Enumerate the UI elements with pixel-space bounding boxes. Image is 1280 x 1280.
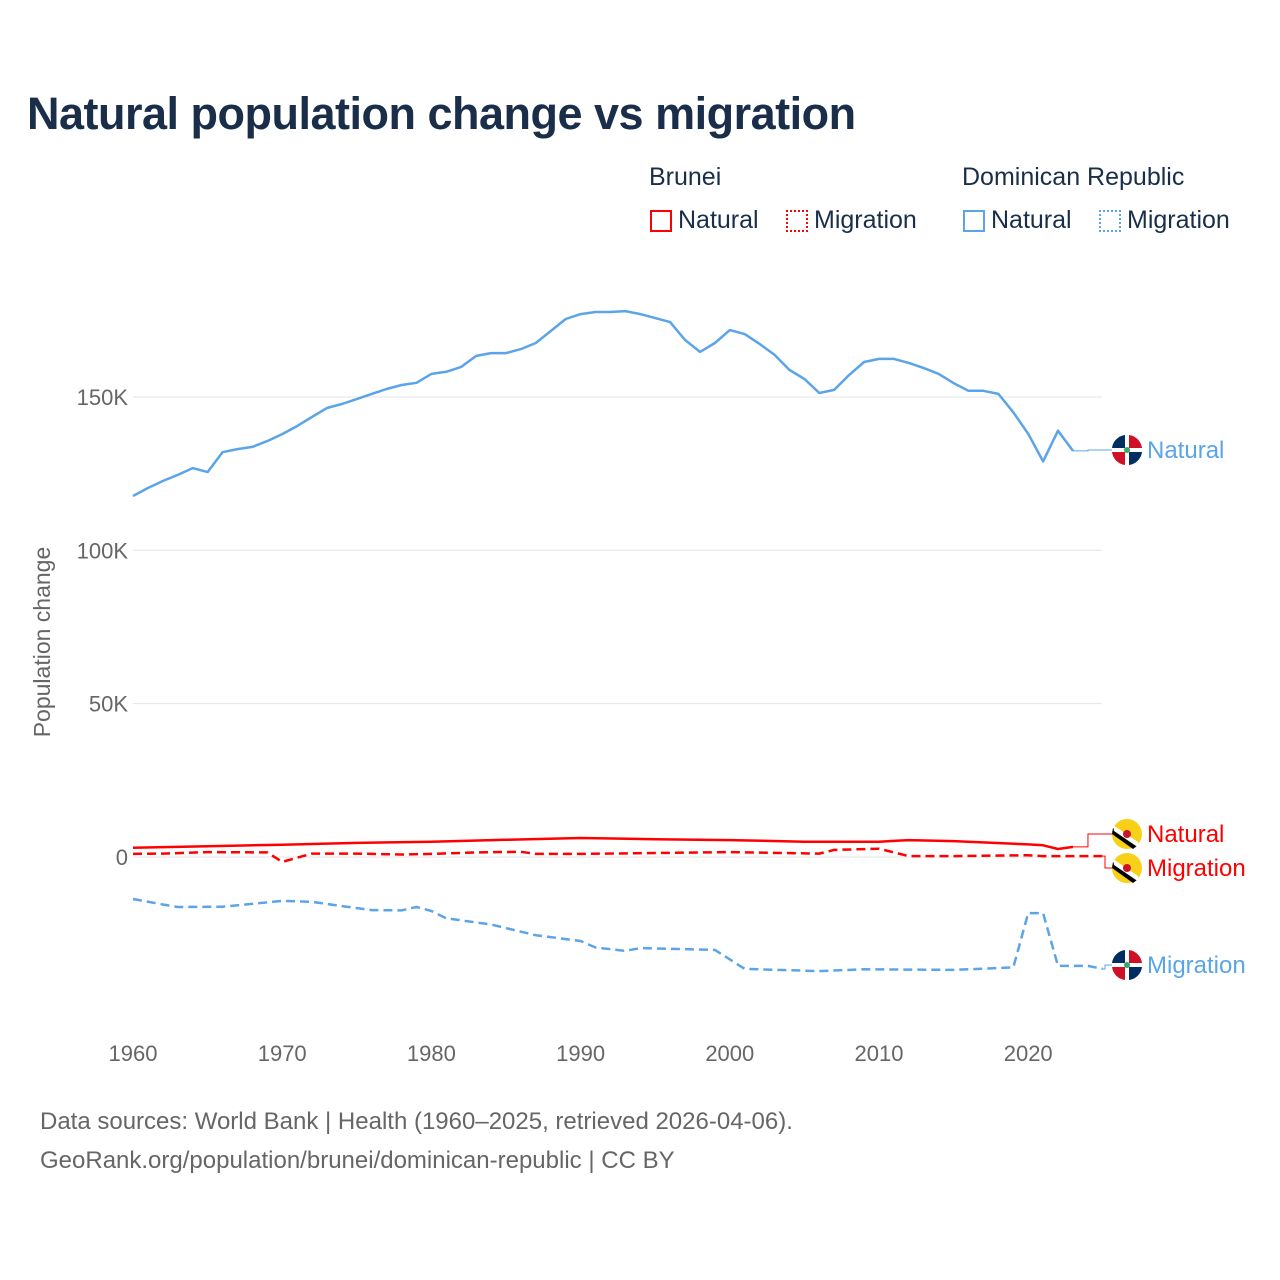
flag-quarter [1129, 452, 1142, 465]
y-tick-label: 50K [89, 692, 128, 717]
dominican-republic-flag-icon [1112, 950, 1142, 980]
legend-label: Migration [814, 206, 917, 234]
y-tick-label: 150K [77, 385, 129, 410]
series-end-label: Natural [1147, 821, 1224, 848]
x-tick-label: 1990 [556, 1041, 605, 1066]
series-line-brunei-migration [132, 847, 1103, 864]
flag-emblem [1123, 830, 1131, 838]
legend-swatch-solid [963, 209, 985, 232]
footer-sources: Data sources: World Bank | Health (1960–… [40, 1108, 793, 1135]
brunei-flag-icon [1112, 819, 1142, 849]
legend-label: Natural [678, 206, 759, 234]
flag-emblem [1124, 447, 1130, 453]
label-connector [1102, 855, 1113, 869]
flag-quarter [1112, 435, 1125, 448]
x-tick-label: 2000 [705, 1041, 754, 1066]
legend-item-brunei-migration[interactable]: Migration [786, 206, 917, 235]
x-tick-label: 2020 [1004, 1041, 1053, 1066]
label-connector [1072, 833, 1113, 848]
series-line-dominican-republic-natural [132, 309, 1075, 498]
series-line-dominican-republic-migration [132, 897, 1104, 973]
brunei-flag-icon [1112, 853, 1142, 883]
chart-title: Natural population change vs migration [27, 88, 856, 139]
series-end-label: Migration [1147, 855, 1246, 882]
y-tick-label: 100K [77, 538, 129, 563]
label-connector [1072, 449, 1113, 452]
legend-swatch-dotted [1099, 209, 1121, 232]
y-tick-label: 0 [116, 845, 128, 870]
flag-quarter [1112, 950, 1125, 963]
legend-group-dominican-republic: Dominican Republic [962, 163, 1185, 191]
x-tick-label: 1960 [109, 1041, 158, 1066]
legend-swatch-dotted [786, 209, 808, 232]
series-line-brunei-natural [132, 836, 1074, 851]
flag-quarter [1112, 452, 1125, 465]
legend-label: Migration [1127, 206, 1230, 234]
x-tick-label: 1970 [258, 1041, 307, 1066]
legend-group-brunei: Brunei [649, 163, 722, 191]
flag-quarter [1129, 950, 1142, 963]
flag-emblem [1123, 864, 1131, 872]
legend-item-dr-migration[interactable]: Migration [1099, 206, 1230, 235]
x-tick-label: 2010 [855, 1041, 904, 1066]
dominican-republic-flag-icon [1112, 435, 1142, 465]
label-connector [1102, 964, 1113, 970]
legend-item-brunei-natural[interactable]: Natural [650, 206, 759, 235]
flag-quarter [1129, 435, 1142, 448]
legend-swatch-solid [650, 209, 672, 232]
legend-item-dr-natural[interactable]: Natural [963, 206, 1072, 235]
series-end-label: Natural [1147, 437, 1224, 464]
series-end-label: Migration [1147, 952, 1246, 979]
flag-quarter [1129, 967, 1142, 980]
flag-quarter [1112, 967, 1125, 980]
legend-label: Natural [991, 206, 1072, 234]
y-axis-label: Population change [29, 547, 55, 738]
x-tick-label: 1980 [407, 1041, 456, 1066]
flag-emblem [1124, 962, 1130, 968]
footer-url[interactable]: GeoRank.org/population/brunei/dominican-… [40, 1147, 675, 1174]
